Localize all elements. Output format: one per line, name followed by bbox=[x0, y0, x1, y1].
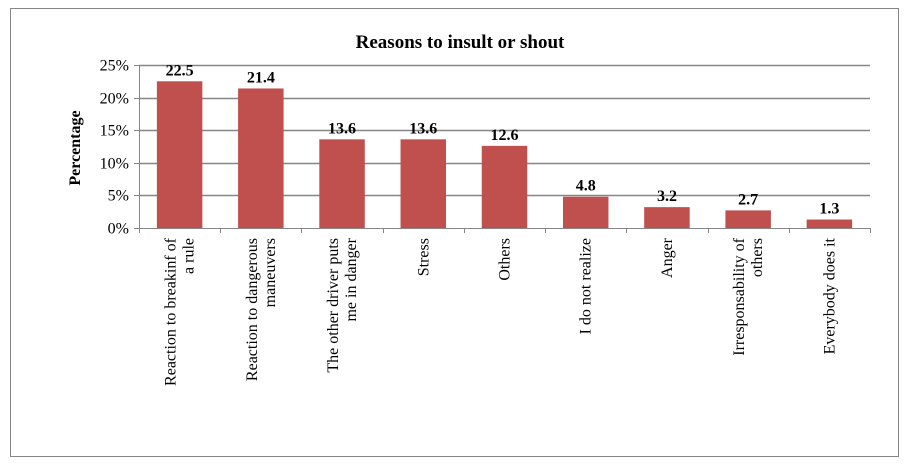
x-tick-label: I do not realize bbox=[578, 238, 595, 334]
x-tick-label-line: maneuvers bbox=[262, 238, 279, 307]
x-tick-label-line: Reaction to dangerous bbox=[244, 238, 261, 381]
x-tick-label-line: Irresponsability of bbox=[731, 237, 748, 355]
x-tick-label-line: a rule bbox=[181, 238, 198, 274]
y-tick-label: 0% bbox=[108, 221, 129, 238]
chart-frame bbox=[10, 8, 899, 457]
bar bbox=[725, 210, 771, 228]
x-tick-label: Stress bbox=[415, 238, 432, 276]
data-label: 2.7 bbox=[738, 191, 758, 208]
data-label: 1.3 bbox=[819, 201, 839, 218]
data-label: 13.6 bbox=[409, 120, 437, 137]
bars bbox=[156, 81, 853, 228]
y-tick-label: 5% bbox=[108, 188, 129, 205]
bar bbox=[319, 139, 365, 228]
x-tick-label-line: Anger bbox=[659, 237, 676, 278]
x-tick-label: Others bbox=[497, 238, 514, 281]
x-tick-label: Everybody does it bbox=[821, 237, 838, 354]
x-tick-label-line: others bbox=[749, 238, 766, 277]
x-tick-label-line: Stress bbox=[415, 238, 432, 276]
x-tick-label: The other driver putsme in danger bbox=[325, 237, 360, 372]
bar bbox=[400, 139, 447, 228]
x-tick-label-line: Reaction to breakinf of bbox=[163, 237, 180, 386]
data-labels: 22.5 21.4 13.6 13.6 12.6 4.8 3.2 2.7 1.3 bbox=[166, 62, 840, 217]
y-tick-label: 15% bbox=[100, 123, 129, 140]
data-label: 22.5 bbox=[166, 62, 194, 79]
bar bbox=[481, 145, 528, 228]
x-tick-label: Anger bbox=[659, 237, 676, 278]
x-tick-label: Reaction to dangerousmaneuvers bbox=[244, 238, 279, 381]
y-tick-label: 25% bbox=[100, 58, 129, 75]
data-label: 4.8 bbox=[576, 178, 596, 195]
data-label: 13.6 bbox=[328, 120, 356, 137]
bar bbox=[238, 88, 284, 228]
y-axis-label: Percentage bbox=[67, 110, 84, 185]
x-tick-label: Reaction to breakinf ofa rule bbox=[163, 237, 198, 386]
x-tick-label-line: me in danger bbox=[343, 237, 360, 321]
data-label: 3.2 bbox=[657, 188, 677, 205]
x-tick-label-line: The other driver puts bbox=[325, 238, 342, 373]
bar bbox=[644, 207, 690, 228]
x-tick-label-line: Everybody does it bbox=[821, 237, 838, 354]
chart-title: Reasons to insult or shout bbox=[356, 32, 565, 53]
x-tick-label-line: I do not realize bbox=[578, 238, 595, 334]
y-tick-label: 10% bbox=[100, 156, 129, 173]
x-tick-label-line: Others bbox=[497, 238, 514, 281]
data-label: 12.6 bbox=[491, 127, 519, 144]
axes: 0% 5% 10% 15% 20% 25% Reaction to breakinf ofa… bbox=[100, 58, 871, 386]
data-label: 21.4 bbox=[247, 69, 275, 86]
bar bbox=[806, 219, 853, 228]
x-tick-label: Irresponsability ofothers bbox=[731, 237, 766, 355]
bar bbox=[562, 196, 609, 228]
bar bbox=[156, 81, 203, 228]
y-tick-label: 20% bbox=[100, 91, 129, 108]
